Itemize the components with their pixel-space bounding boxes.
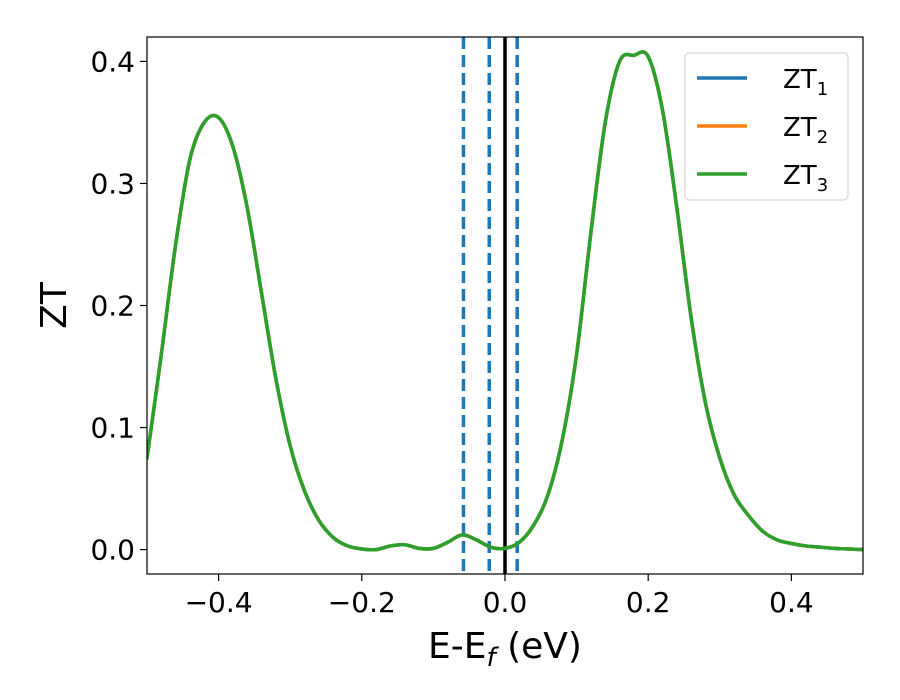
y-tick-label: 0.1 — [90, 412, 135, 445]
legend-label: ZT1 — [783, 65, 828, 100]
series-line-3 — [147, 50, 863, 552]
legend-item: ZT1 — [697, 65, 828, 100]
legend-item: ZT3 — [697, 161, 828, 196]
x-axis: −0.4 −0.2 0.0 0.2 0.4 — [185, 574, 814, 619]
series-layer — [147, 50, 863, 552]
y-tick-label: 0.2 — [90, 290, 135, 323]
y-tick-label: 0.0 — [90, 534, 135, 567]
x-tick-label: 0.0 — [483, 586, 528, 619]
x-axis-label: E-Ef (eV) — [428, 626, 582, 673]
reference-lines — [461, 37, 519, 574]
legend-label: ZT3 — [783, 161, 828, 196]
legend-box — [684, 52, 849, 201]
x-tick-label: −0.2 — [328, 586, 396, 619]
y-axis: 0.0 0.1 0.2 0.3 0.4 — [90, 45, 147, 567]
legend-label: ZT2 — [783, 113, 828, 148]
y-tick-label: 0.4 — [90, 45, 135, 78]
x-tick-label: 0.4 — [769, 586, 814, 619]
legend: ZT1 ZT2 ZT3 — [684, 52, 849, 201]
y-axis-label: ZT — [34, 281, 75, 329]
y-tick-label: 0.3 — [90, 167, 135, 200]
x-tick-label: 0.2 — [626, 586, 671, 619]
legend-item: ZT2 — [697, 113, 828, 148]
x-tick-label: −0.4 — [185, 586, 253, 619]
